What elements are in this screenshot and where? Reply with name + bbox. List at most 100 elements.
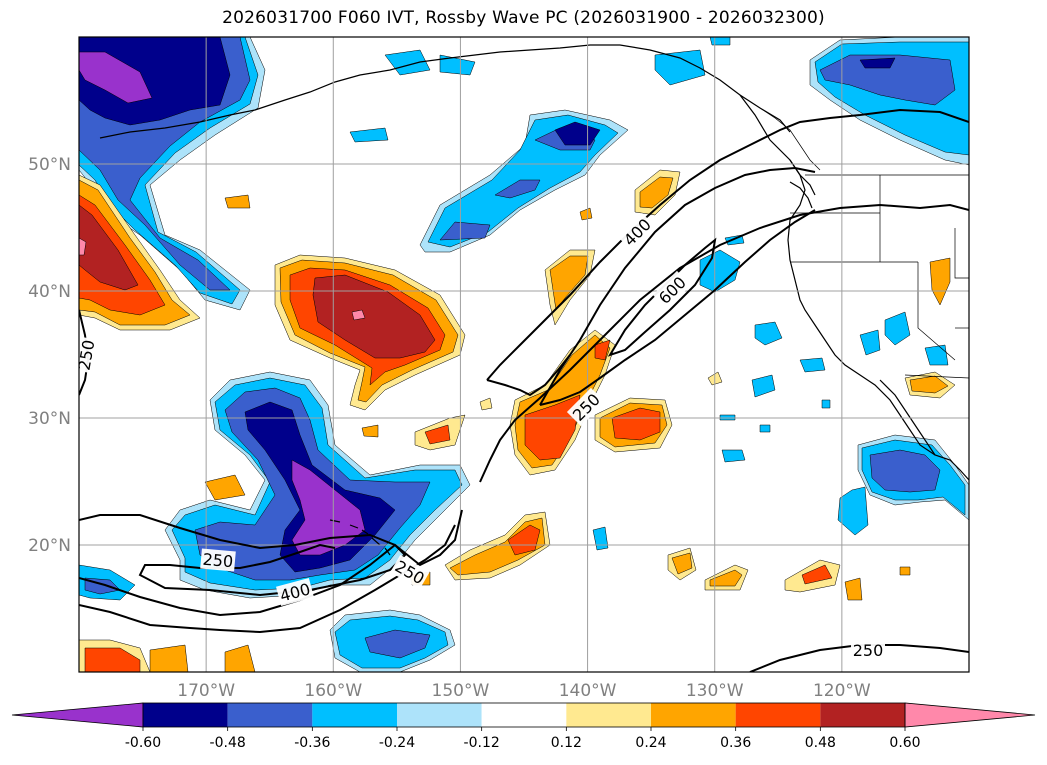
patch-116w-33n-in	[909, 375, 949, 394]
patch-159w-29n	[361, 424, 379, 438]
positive-anomaly-regions	[79, 169, 956, 672]
ivt-contour-400-ar	[539, 166, 816, 406]
colorbar-segment	[481, 703, 567, 727]
lon-tick-label: 140°W	[559, 681, 617, 701]
patch-119w-17n	[844, 577, 863, 601]
aleutian-chain	[99, 44, 791, 139]
colorbar-segment	[820, 703, 905, 727]
lat-tick-label: 50°N	[28, 155, 71, 175]
ne-blob-navy	[859, 57, 896, 69]
patch-122w-33n	[799, 357, 831, 409]
colorbar-tick-label: -0.24	[379, 735, 415, 751]
patch-114w-18n	[899, 566, 911, 576]
alaska-canada-border	[759, 107, 821, 171]
colorbar-extend-min	[11, 702, 144, 728]
colorbar-tick-label: -0.60	[125, 735, 161, 751]
map-frame	[78, 36, 970, 673]
svg-text:250: 250	[202, 550, 234, 572]
hawaii-islands	[329, 519, 391, 556]
svg-text:250: 250	[853, 641, 884, 660]
colorbar-tick-label: -0.48	[210, 735, 246, 751]
nv-border	[917, 262, 956, 361]
orange-137w-29n-red	[611, 407, 661, 441]
patch-121w-17n-in	[801, 564, 833, 585]
mx-border	[904, 374, 969, 379]
colorbar-segment	[143, 703, 228, 727]
patch-bottom-163w	[224, 644, 256, 672]
ivt-contours	[79, 108, 969, 672]
colorbar-tick-label: 0.24	[635, 735, 666, 751]
se-blob-blue	[869, 449, 941, 493]
colorbar-segment	[735, 703, 821, 727]
ar-orange-s-red	[524, 339, 611, 461]
lat-tick-label: 40°N	[28, 282, 71, 302]
ivt-contour-250-lower	[79, 524, 456, 634]
patch-123w-36n	[754, 321, 783, 346]
colorbar-tick-label: 0.60	[889, 735, 920, 751]
central-red-pink	[351, 309, 366, 321]
map-title: 2026031700 F060 IVT, Rossby Wave PC (202…	[222, 8, 825, 28]
colorbar-tick-label: 0.12	[551, 735, 582, 751]
ivt-contour-400-ar-s	[539, 209, 816, 406]
west-red-orangered	[79, 194, 166, 316]
patch-far-n	[654, 37, 731, 86]
patch-bottom-170w	[149, 644, 189, 672]
colorbar-segment	[566, 703, 651, 727]
patch-173w-48n	[224, 194, 251, 209]
ivt-contour-250-ar-inner	[486, 354, 571, 397]
colorbar-tick-label: 0.36	[720, 735, 751, 751]
west-red-dark	[79, 204, 139, 291]
nw-band-purple	[79, 51, 153, 104]
central-red-dark	[312, 274, 436, 359]
gridlines	[79, 37, 969, 672]
bottom-blob-blue	[364, 629, 431, 659]
lon-tick-label: 130°W	[686, 681, 744, 701]
lat-tick-label: 30°N	[28, 409, 71, 429]
colorbar-segment	[312, 703, 397, 727]
patch-150w-31n	[479, 397, 493, 411]
ivt-contour-250-ar	[479, 203, 969, 483]
longitude-labels: 170°W 160°W 150°W 140°W 130°W 120°W	[177, 681, 871, 701]
colorbar: -0.60 -0.48 -0.36 -0.24 -0.12 0.12 0.24 0.36 0.4…	[11, 702, 1036, 751]
vancouver-island	[789, 181, 813, 209]
patch-140w-47n	[579, 207, 593, 221]
ivt-contour-400-sw	[79, 509, 463, 617]
lon-tick-label: 120°W	[813, 681, 871, 701]
colorbar-extend-max	[904, 702, 1036, 728]
patch-165w-29n	[837, 486, 869, 536]
contour-label: 250	[851, 640, 885, 660]
contour-label: 250	[200, 548, 236, 572]
svg-text:250: 250	[74, 338, 98, 371]
lon-tick-label: 150°W	[432, 681, 490, 701]
colorbar-segment	[397, 703, 482, 727]
ut-border	[954, 228, 969, 279]
west-red-pink	[79, 237, 87, 256]
colorbar-segment	[651, 703, 736, 727]
patch-114w-40n	[929, 257, 951, 306]
patch-160w-41n	[349, 127, 389, 143]
patch-128w-32n	[751, 374, 776, 398]
lat-tick-label: 20°N	[28, 536, 71, 556]
lon-tick-label: 170°W	[177, 681, 235, 701]
patch-165w-25n	[204, 474, 246, 501]
south-blob-purple	[291, 459, 366, 556]
lon-tick-label: 160°W	[304, 681, 362, 701]
central-streak-navy	[554, 121, 601, 146]
patch-153w-19n-red	[507, 524, 541, 556]
ivt-contour-600-ar	[607, 237, 717, 357]
patch-118w-36n	[859, 311, 911, 356]
latitude-labels: 50°N 40°N 30°N 20°N	[28, 155, 71, 556]
patch-bottom-left-in	[84, 647, 141, 672]
ivt-contour-250-ar-outer	[486, 108, 969, 381]
patch-128w-17n-in	[709, 569, 743, 587]
colorbar-tick-label: -0.36	[294, 735, 330, 751]
colorbar-tick-label: -0.12	[464, 735, 500, 751]
borders	[759, 107, 969, 379]
patch-135w-18n-in	[671, 552, 693, 575]
colorbar-tick-label: 0.48	[805, 735, 836, 751]
patch-140w-20n	[592, 526, 609, 551]
negative-anomaly-regions	[79, 37, 969, 672]
patch-155w-28n-in	[424, 424, 451, 445]
